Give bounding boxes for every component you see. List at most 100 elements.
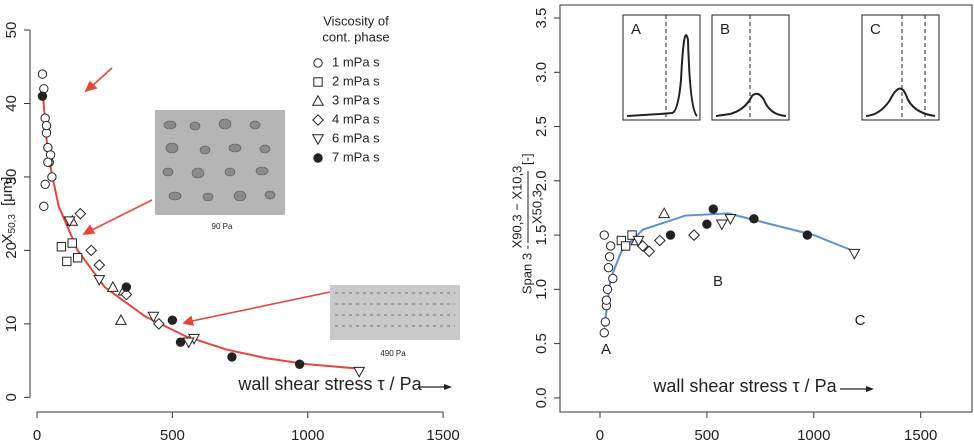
- legend-title: cont. phase: [322, 29, 389, 44]
- point: [47, 172, 57, 182]
- x-axis-annotation: wall shear stress τ / Pa: [652, 376, 837, 396]
- point: [702, 219, 712, 229]
- y-tick-label: 20: [3, 242, 20, 259]
- y-tick-label: 40: [3, 95, 20, 112]
- point: [688, 229, 700, 241]
- y-tick-label: 1.5: [533, 225, 550, 246]
- point: [604, 252, 615, 262]
- point: [599, 230, 609, 240]
- legend-marker: [313, 153, 323, 163]
- point: [632, 235, 645, 247]
- point: [724, 214, 737, 226]
- point: [72, 253, 83, 263]
- point: [41, 120, 52, 131]
- inset-label: A: [631, 21, 641, 38]
- x-axis-annotation: wall shear stress τ / Pa: [237, 374, 422, 394]
- point: [63, 216, 76, 228]
- fit-curve: [41, 88, 360, 370]
- point: [600, 317, 611, 327]
- y-tick-label: 30: [3, 169, 20, 186]
- legend-label: 4 mPa s: [332, 111, 380, 126]
- image-label: 490 Pa: [380, 349, 406, 358]
- legend-label: 2 mPa s: [332, 73, 380, 88]
- y-tick-label: 0.0: [533, 387, 550, 408]
- y-tick-label: 3.5: [533, 8, 550, 29]
- y-tick-label: 0.5: [533, 333, 550, 354]
- x-tick-label: 0: [33, 427, 41, 444]
- point: [43, 157, 53, 167]
- legend-marker: [311, 94, 325, 106]
- y-label-den: X50,3: [529, 190, 544, 224]
- legend-label: 3 mPa s: [332, 92, 380, 107]
- y-tick-label: 50: [3, 22, 20, 39]
- point: [167, 315, 178, 325]
- point: [147, 311, 160, 323]
- y-axis-label: X50,3 [μm]: [0, 177, 18, 244]
- y-label-part: 50,3: [7, 214, 18, 234]
- legend-label: 1 mPa s: [332, 54, 380, 69]
- x-tick-label: 1000: [291, 427, 324, 444]
- y-label-part: [μm]: [0, 177, 16, 206]
- legend-marker: [311, 134, 325, 146]
- y-label-part: X: [0, 233, 16, 243]
- point: [106, 280, 119, 292]
- point: [658, 207, 671, 219]
- x-tick-label: 500: [694, 427, 719, 444]
- point: [67, 238, 77, 248]
- plot-frame: [559, 4, 973, 413]
- point: [294, 359, 305, 369]
- point: [608, 273, 618, 284]
- point: [602, 284, 613, 295]
- y-tick-label: 2.0: [533, 170, 550, 191]
- point: [353, 366, 366, 378]
- point: [93, 259, 106, 271]
- y-axis-label: Span 3 -X90,3 − X10,3 X50,3 [-]: [509, 153, 544, 294]
- point-label: A: [601, 341, 611, 358]
- legend-marker: [313, 77, 323, 87]
- x-tick-label: 1500: [426, 427, 459, 444]
- point: [643, 245, 656, 258]
- fit-curve: [603, 212, 855, 328]
- annotation-arrowhead: [444, 384, 452, 390]
- point: [708, 204, 718, 214]
- point: [605, 241, 616, 251]
- point: [175, 337, 186, 347]
- point: [120, 288, 133, 301]
- point: [182, 337, 195, 349]
- point: [114, 313, 128, 325]
- x-tick-label: 500: [160, 427, 185, 444]
- point: [227, 352, 237, 362]
- point: [848, 248, 861, 260]
- point: [599, 328, 609, 338]
- point: [74, 207, 87, 220]
- point: [40, 179, 50, 189]
- point: [665, 230, 676, 240]
- y-label-pre: Span 3 -: [519, 245, 534, 294]
- micrograph-490: [330, 285, 460, 340]
- y-tick-label: 2.5: [533, 116, 550, 137]
- point-label: C: [855, 312, 866, 329]
- legend-marker: [313, 58, 323, 68]
- point: [37, 69, 48, 79]
- image-label: 90 Pa: [212, 222, 233, 231]
- micrograph-90: [155, 110, 285, 215]
- legend-label: 6 mPa s: [332, 130, 380, 145]
- point: [85, 244, 98, 257]
- y-tick-label: 10: [3, 316, 20, 333]
- arrows: [82, 67, 331, 327]
- y-label-num: X90,3 − X10,3: [509, 166, 524, 249]
- y-tick-label: 1.0: [533, 279, 550, 300]
- point: [62, 256, 72, 267]
- point: [37, 91, 48, 101]
- point: [56, 242, 67, 252]
- point: [749, 214, 759, 224]
- legend-label: 7 mPa s: [332, 149, 380, 164]
- x-tick-label: 0: [596, 427, 604, 444]
- inset-label: C: [870, 21, 881, 38]
- y-tick-label: 0: [3, 393, 20, 401]
- point: [653, 234, 666, 247]
- point: [715, 219, 728, 231]
- x-tick-label: 1000: [797, 427, 830, 444]
- inset-label: B: [720, 21, 730, 38]
